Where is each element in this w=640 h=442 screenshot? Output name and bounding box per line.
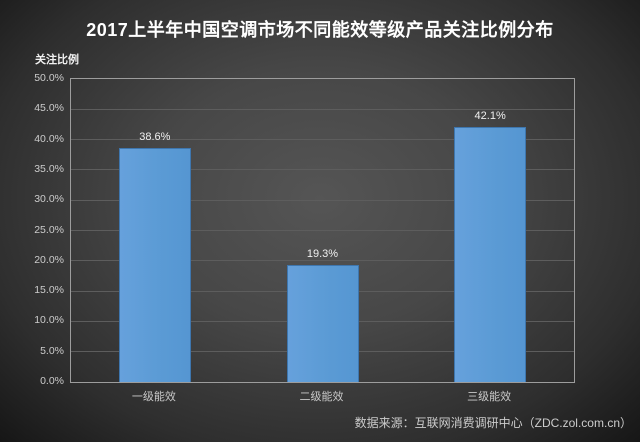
bar-一级能效 [118,148,191,382]
y-tick-label: 20.0% [34,253,64,266]
bar-value-label: 19.3% [306,248,339,261]
x-category-label: 三级能效 [467,391,512,403]
gridline [71,199,574,201]
y-tick-label: 40.0% [34,132,64,145]
y-tick-label: 45.0% [34,102,64,115]
y-tick-label: 35.0% [34,162,64,175]
bar-value-label: 38.6% [139,131,171,144]
bar-二级能效 [286,265,359,382]
y-tick-label: 50.0% [34,72,64,84]
y-tick-label: 30.0% [34,193,64,206]
x-category-label: 一级能效 [131,391,176,403]
gridline [71,260,574,262]
y-tick-label: 0.0% [40,375,64,387]
data-source-note: 数据来源：互联网消费调研中心（ZDC.zol.com.cn） [354,416,632,430]
y-tick-label: 10.0% [34,314,64,327]
bar-三级能效 [454,126,527,382]
gridline [71,108,574,110]
plot-area: 38.6% 19.3% 42.1% [70,78,575,383]
x-category-label: 二级能效 [299,391,344,403]
y-tick-label: 5.0% [40,344,64,357]
chart-title: 2017上半年中国空调市场不同能效等级产品关注比例分布 [86,20,554,40]
bar-value-label: 42.1% [474,109,506,122]
gridline [71,139,574,141]
y-tick-label: 15.0% [34,284,64,297]
gridline [71,230,574,231]
y-axis-title: 关注比例 [35,54,79,66]
gridline [71,169,574,171]
y-tick-label: 25.0% [34,223,64,236]
